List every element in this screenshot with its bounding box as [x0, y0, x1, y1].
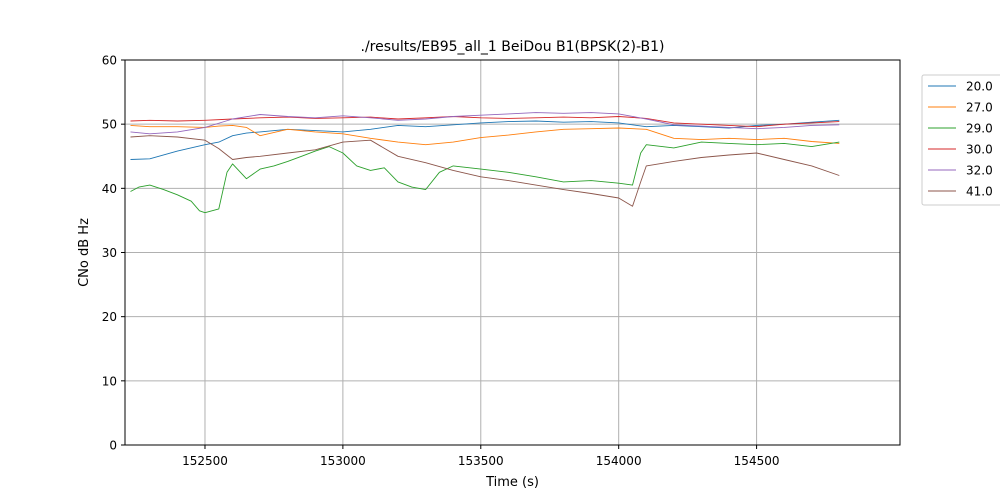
y-tick-label: 10: [102, 374, 117, 388]
legend-label: 20.0: [966, 80, 993, 94]
y-tick-label: 40: [102, 182, 117, 196]
x-tick-label: 154500: [734, 454, 780, 468]
legend-box: [921, 74, 1000, 206]
x-axis-label: Time (s): [485, 475, 539, 490]
y-tick-label: 50: [102, 118, 117, 132]
y-tick-label: 30: [102, 246, 117, 260]
legend: 20.0 27.0 29.0 30.0 32.0 41.0: [921, 74, 1000, 206]
legend-label: 27.0: [966, 101, 993, 115]
series-line-20-0: [130, 119, 840, 160]
axis-ticks: 152500 153000 153500 154000 154500 0 10 20 30 40 5…: [102, 54, 780, 469]
x-tick-label: 154000: [596, 454, 642, 468]
series-line-41-0: [130, 135, 840, 207]
legend-label: 29.0: [966, 122, 993, 136]
legend-label: 30.0: [966, 143, 993, 157]
x-tick-label: 152500: [182, 454, 228, 468]
series-line-29-0: [130, 141, 840, 214]
y-tick-label: 60: [102, 54, 117, 68]
series-line-27-0: [130, 124, 840, 146]
legend-label: 41.0: [966, 185, 993, 199]
series-group: [130, 112, 840, 214]
y-tick-label: 0: [109, 439, 117, 453]
y-axis-label: CNo dB Hz: [77, 218, 92, 287]
legend-label: 32.0: [966, 164, 993, 178]
series-line-30-0: [130, 116, 840, 128]
chart-title: ./results/EB95_all_1 BeiDou B1(BPSK(2)-B…: [361, 39, 665, 55]
y-tick-label: 20: [102, 310, 117, 324]
series-line-32-0: [130, 112, 840, 135]
x-tick-label: 153500: [458, 454, 504, 468]
x-tick-label: 153000: [320, 454, 366, 468]
